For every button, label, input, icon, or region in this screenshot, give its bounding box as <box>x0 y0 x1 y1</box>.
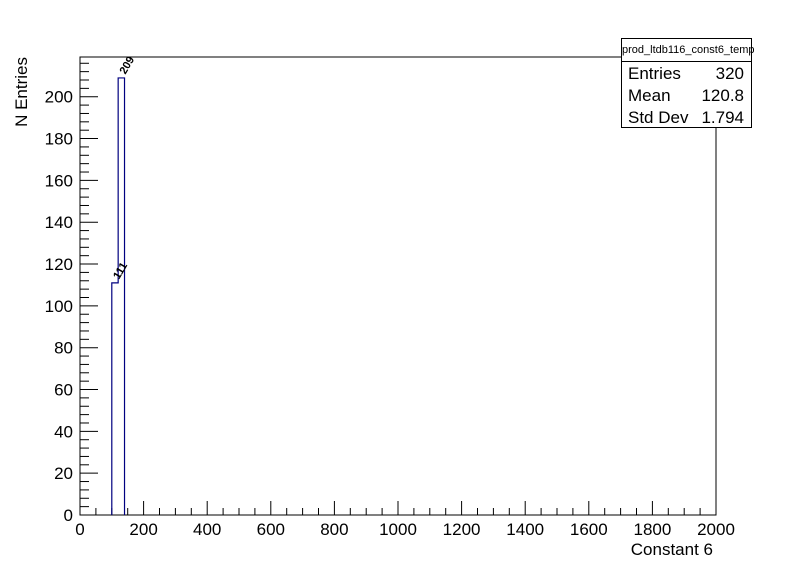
y-tick-label: 40 <box>54 422 73 441</box>
bin-value-label: 111 <box>111 261 130 282</box>
y-tick-label: 140 <box>45 213 73 232</box>
x-tick-label: 600 <box>257 520 285 539</box>
y-axis-label: N Entries <box>12 57 31 127</box>
x-tick-label: 400 <box>193 520 221 539</box>
stats-label: Mean <box>628 86 671 105</box>
x-tick-label: 1600 <box>570 520 608 539</box>
y-axis: 0 20 40 60 80 100 120 140 160 180 200 <box>45 62 98 525</box>
y-tick-label: 20 <box>54 464 73 483</box>
x-tick-label: 1200 <box>443 520 481 539</box>
y-tick-label: 160 <box>45 171 73 190</box>
histogram-bin <box>118 78 124 515</box>
x-tick-label: 200 <box>129 520 157 539</box>
y-tick-label: 80 <box>54 339 73 358</box>
stats-row-mean: Mean 120.8 <box>622 84 751 106</box>
stats-row-entries: Entries 320 <box>622 62 751 84</box>
x-tick-label: 1000 <box>379 520 417 539</box>
x-tick-label: 2000 <box>697 520 735 539</box>
x-tick-label: 1400 <box>506 520 544 539</box>
y-tick-label: 200 <box>45 88 73 107</box>
stats-label: Entries <box>628 64 681 83</box>
y-tick-label: 60 <box>54 381 73 400</box>
stats-value: 1.794 <box>701 108 744 127</box>
stats-row-stddev: Std Dev 1.794 <box>622 106 751 128</box>
x-axis: 0 200 400 600 800 1000 1200 1400 1600 1800 2000 <box>75 501 735 539</box>
stats-value: 120.8 <box>701 86 744 105</box>
y-tick-label: 100 <box>45 297 73 316</box>
y-tick-label: 180 <box>45 130 73 149</box>
x-tick-label: 0 <box>75 520 84 539</box>
stats-label: Std Dev <box>628 108 689 127</box>
stats-value: 320 <box>715 64 744 83</box>
histogram-bins <box>111 77 126 515</box>
histogram-bin <box>112 283 118 515</box>
stats-title: prod_ltdb116_const6_temp <box>622 39 755 62</box>
histogram-outline <box>111 77 126 515</box>
x-axis-label: Constant 6 <box>631 540 713 559</box>
x-tick-label: 1800 <box>633 520 671 539</box>
stats-box: prod_ltdb116_const6_temp Entries 320 Mea… <box>621 38 755 128</box>
y-tick-label: 0 <box>64 506 73 525</box>
bin-value-label: 209 <box>118 55 138 77</box>
x-tick-label: 800 <box>320 520 348 539</box>
y-tick-label: 120 <box>45 255 73 274</box>
